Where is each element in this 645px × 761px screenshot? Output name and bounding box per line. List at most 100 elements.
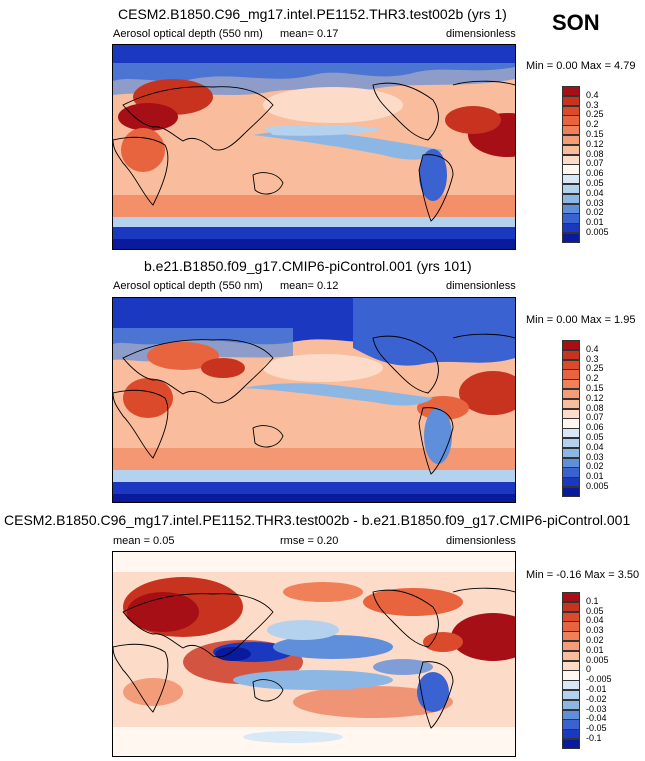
- panel-2-colorbar-cell: [562, 398, 580, 410]
- panel-3-colorbar: 0.1 0.05 0.04 0.03 0.02 0.01 0.005 0 -0.005 -0.01…: [562, 592, 622, 750]
- panel-2-colorbar: 0.4 0.3 0.25 0.2 0.15 0.12 0.08 0.07 0.06 0.05 0.0…: [562, 340, 622, 498]
- panel-3-colorbar-cell: [562, 690, 580, 701]
- panel-2-minmax-label: Min = 0.00 Max = 1.95: [526, 314, 636, 326]
- panel-3-colorbar-tick-label: 0.1: [586, 595, 599, 606]
- panel-2-mean-label: mean= 0.12: [280, 280, 339, 292]
- panel-1-colorbar-cell: [562, 135, 580, 146]
- panel-2-colorbar-cell: [562, 379, 580, 390]
- panel-1-colorbar-cell: [562, 86, 580, 97]
- panel-3-colorbar-tick-label: 0.04: [586, 615, 604, 626]
- panel-1-mean-label: mean= 0.17: [280, 28, 339, 40]
- panel-3-colorbar-cell: [562, 611, 580, 622]
- panel-3-colorbar-tick-label: -0.05: [586, 723, 607, 734]
- panel-2-colorbar-cell: [562, 467, 580, 478]
- panel-2-colorbar-cell: [562, 369, 580, 380]
- panel-2-colorbar-cell: [562, 418, 580, 429]
- panel-3-colorbar-tick-label: 0.03: [586, 625, 604, 636]
- panel-2-colorbar-tick-label: 0.07: [586, 412, 604, 423]
- panel-1-colorbar-tick-label: 0.12: [586, 138, 604, 149]
- panel-3-map: [112, 551, 516, 757]
- panel-1-colorbar-tick-label: 0.2: [586, 119, 599, 130]
- panel-3-colorbar-cell: [562, 709, 580, 720]
- panel-2-colorbar-tick-label: 0.08: [586, 402, 604, 413]
- panel-3-colorbar-cell: [562, 621, 580, 632]
- panel-1-units-label: dimensionless: [446, 28, 516, 40]
- panel-3-rmse-label: rmse = 0.20: [280, 535, 339, 547]
- panel-3-colorbar-tick-label: 0: [586, 664, 592, 675]
- panel-2-colorbar-tick-label: 0.12: [586, 392, 604, 403]
- panel-2-colorbar-tick-label: 0.2: [586, 373, 599, 384]
- panel-2-colorbar-tick-label: 0.01: [586, 471, 604, 482]
- panel-3-colorbar-cell: [562, 719, 580, 730]
- panel-1-title: CESM2.B1850.C96_mg17.intel.PE1152.THR3.t…: [118, 6, 507, 22]
- panel-2-colorbar-cell: [562, 428, 580, 439]
- panel-1-colorbar-tick-label: 0.08: [586, 148, 604, 159]
- panel-1-minmax-label: Min = 0.00 Max = 4.79: [526, 60, 636, 72]
- panel-3-colorbar-cell: [562, 650, 580, 662]
- panel-1-colorbar-tick-label: 0.4: [586, 89, 599, 100]
- panel-1-colorbar-cell: [562, 154, 580, 165]
- panel-1-colorbar-tick-label: 0.005: [586, 227, 609, 237]
- panel-3-colorbar-tick-label: -0.1: [586, 733, 602, 743]
- panel-3-colorbar-cell: [562, 680, 580, 691]
- panel-2-colorbar-tick-label: 0.06: [586, 422, 604, 433]
- panel-3-minmax-label: Min = -0.16 Max = 3.50: [526, 569, 640, 581]
- panel-2-colorbar-cell: [562, 438, 580, 449]
- panel-2-colorbar-tick-label: 0.15: [586, 383, 604, 393]
- panel-3-colorbar-cell: [562, 739, 580, 750]
- panel-2-colorbar-tick-label: 0.4: [586, 343, 599, 354]
- panel-3-colorbar-tick-label: -0.03: [586, 703, 607, 714]
- panel-1-colorbar-cell: [562, 144, 580, 156]
- panel-3-colorbar-cell: [562, 699, 580, 711]
- panel-1-colorbar-cell: [562, 213, 580, 224]
- panel-1-colorbar-cell: [562, 164, 580, 175]
- panel-3-colorbar-tick-label: -0.01: [586, 684, 607, 694]
- panel-1-colorbar-cell: [562, 125, 580, 136]
- panel-1-colorbar-cell: [562, 174, 580, 185]
- panel-2-colorbar-cell: [562, 477, 580, 488]
- panel-2-colorbar-cell: [562, 389, 580, 400]
- panel-3-colorbar-cell: [562, 601, 580, 613]
- panel-1-colorbar-cell: [562, 115, 580, 126]
- panel-2-colorbar-cell: [562, 447, 580, 459]
- panel-1-colorbar-tick-label: 0.05: [586, 178, 604, 188]
- panel-1-colorbar-tick-label: 0.02: [586, 207, 604, 218]
- panel-1-map: [112, 44, 516, 250]
- panel-1-colorbar-cell: [562, 184, 580, 195]
- panel-2-colorbar-tick-label: 0.02: [586, 461, 604, 472]
- panel-3-colorbar-cell: [562, 631, 580, 642]
- panel-1-colorbar-cell: [562, 95, 580, 107]
- panel-3-colorbar-tick-label: 0.01: [586, 644, 604, 655]
- panel-3-colorbar-cell: [562, 670, 580, 681]
- panel-2-colorbar-cell: [562, 359, 580, 370]
- panel-2-variable-label: Aerosol optical depth (550 nm): [113, 280, 263, 292]
- panel-2-colorbar-tick-label: 0.005: [586, 481, 609, 491]
- panel-1-colorbar-cell: [562, 223, 580, 234]
- panel-2-colorbar-cell: [562, 408, 580, 419]
- panel-1-colorbar-tick-label: 0.03: [586, 197, 604, 208]
- panel-3-mean-label: mean = 0.05: [113, 535, 175, 547]
- panel-3-colorbar-tick-label: 0.02: [586, 635, 604, 645]
- panel-1-colorbar-cell: [562, 203, 580, 214]
- season-label: SON: [552, 10, 600, 35]
- panel-1-colorbar-tick-label: 0.01: [586, 217, 604, 228]
- panel-2-colorbar-tick-label: 0.03: [586, 451, 604, 462]
- panel-1-colorbar: 0.4 0.3 0.25 0.2 0.15 0.12 0.08 0.07 0.06 0.05 0.0…: [562, 86, 622, 244]
- panel-2-colorbar-tick-label: 0.05: [586, 432, 604, 442]
- panel-3-title: CESM2.B1850.C96_mg17.intel.PE1152.THR3.t…: [4, 512, 631, 528]
- panel-3-colorbar-tick-label: 0.05: [586, 605, 604, 616]
- panel-2-title: b.e21.B1850.f09_g17.CMIP6-piControl.001 …: [144, 258, 472, 274]
- panel-2-colorbar-cell: [562, 457, 580, 468]
- panel-3-colorbar-tick-label: -0.04: [586, 713, 607, 724]
- panel-3-colorbar-cell: [562, 729, 580, 740]
- panel-3-colorbar-tick-label: -0.005: [586, 674, 612, 685]
- panel-2-colorbar-cell: [562, 349, 580, 361]
- panel-1-colorbar-tick-label: 0.04: [586, 187, 604, 198]
- panel-1-colorbar-tick-label: 0.15: [586, 129, 604, 139]
- panel-2-colorbar-cell: [562, 340, 580, 351]
- panel-3-colorbar-cell: [562, 641, 580, 652]
- panel-2-colorbar-tick-label: 0.04: [586, 441, 604, 452]
- panel-1-colorbar-tick-label: 0.3: [586, 99, 599, 110]
- panel-1-variable-label: Aerosol optical depth (550 nm): [113, 28, 263, 40]
- panel-2-colorbar-cell: [562, 487, 580, 498]
